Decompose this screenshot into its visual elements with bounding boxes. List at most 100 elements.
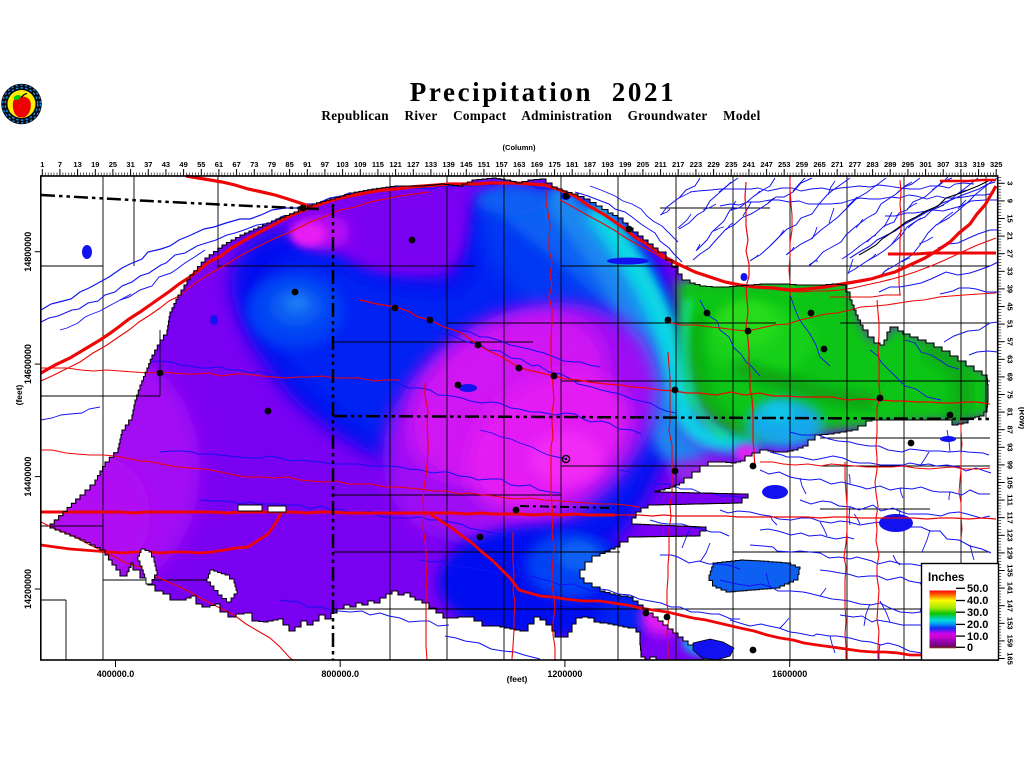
- svg-text:223: 223: [690, 160, 703, 169]
- svg-text:37: 37: [144, 160, 152, 169]
- svg-text:265: 265: [813, 160, 826, 169]
- svg-text:(Row): (Row): [1018, 407, 1024, 430]
- svg-text:141: 141: [1006, 582, 1015, 595]
- svg-text:295: 295: [902, 160, 915, 169]
- svg-text:(Column): (Column): [503, 143, 536, 152]
- svg-text:14400000: 14400000: [23, 457, 33, 497]
- svg-text:123: 123: [1006, 529, 1015, 542]
- svg-text:30.0: 30.0: [967, 607, 988, 619]
- svg-text:61: 61: [215, 160, 223, 169]
- svg-text:241: 241: [743, 160, 756, 169]
- svg-text:105: 105: [1006, 476, 1015, 489]
- svg-text:43: 43: [162, 160, 170, 169]
- svg-text:139: 139: [442, 160, 455, 169]
- svg-text:313: 313: [955, 160, 968, 169]
- svg-text:9: 9: [1006, 199, 1015, 203]
- svg-text:97: 97: [321, 160, 329, 169]
- svg-text:49: 49: [179, 160, 187, 169]
- svg-text:15: 15: [1006, 214, 1015, 222]
- svg-text:81: 81: [1006, 408, 1015, 416]
- svg-text:153: 153: [1006, 617, 1015, 630]
- svg-text:111: 111: [1006, 494, 1015, 506]
- svg-text:1600000: 1600000: [772, 669, 807, 679]
- svg-text:21: 21: [1006, 232, 1015, 240]
- svg-text:135: 135: [1006, 564, 1015, 577]
- svg-text:3: 3: [1006, 181, 1015, 185]
- svg-text:109: 109: [354, 160, 367, 169]
- svg-text:283: 283: [866, 160, 879, 169]
- svg-text:45: 45: [1006, 302, 1015, 310]
- svg-text:50.0: 50.0: [967, 583, 988, 595]
- svg-text:117: 117: [1006, 512, 1015, 524]
- svg-text:400000.0: 400000.0: [97, 669, 135, 679]
- svg-text:115: 115: [372, 160, 384, 169]
- svg-text:27: 27: [1006, 250, 1015, 258]
- svg-text:51: 51: [1006, 320, 1015, 328]
- svg-text:40.0: 40.0: [967, 595, 988, 607]
- svg-text:91: 91: [303, 160, 311, 169]
- svg-text:20.0: 20.0: [967, 619, 988, 631]
- svg-text:85: 85: [285, 160, 293, 169]
- svg-text:67: 67: [232, 160, 240, 169]
- svg-text:169: 169: [531, 160, 544, 169]
- svg-text:7: 7: [58, 160, 62, 169]
- svg-text:307: 307: [937, 160, 950, 169]
- svg-text:1: 1: [40, 160, 44, 169]
- svg-text:229: 229: [707, 160, 720, 169]
- svg-text:75: 75: [1006, 390, 1015, 398]
- svg-text:Republican River Compact Ad: Republican River Compact Administration …: [321, 108, 760, 123]
- svg-text:127: 127: [407, 160, 420, 169]
- svg-text:145: 145: [460, 160, 473, 169]
- svg-text:121: 121: [389, 160, 402, 169]
- svg-text:187: 187: [584, 160, 597, 169]
- svg-text:175: 175: [548, 160, 561, 169]
- svg-text:181: 181: [566, 160, 579, 169]
- svg-text:800000.0: 800000.0: [321, 669, 359, 679]
- svg-text:165: 165: [1006, 652, 1015, 665]
- svg-text:31: 31: [126, 160, 134, 169]
- svg-text:39: 39: [1006, 285, 1015, 293]
- svg-text:(feet): (feet): [14, 384, 24, 405]
- svg-text:319: 319: [972, 160, 985, 169]
- svg-text:205: 205: [637, 160, 650, 169]
- svg-text:79: 79: [268, 160, 276, 169]
- svg-text:217: 217: [672, 160, 685, 169]
- svg-text:0: 0: [967, 642, 973, 654]
- svg-text:193: 193: [601, 160, 614, 169]
- svg-text:69: 69: [1006, 373, 1015, 381]
- svg-text:129: 129: [1006, 547, 1015, 560]
- svg-text:163: 163: [513, 160, 526, 169]
- svg-text:277: 277: [849, 160, 862, 169]
- svg-text:147: 147: [1006, 599, 1015, 612]
- svg-text:199: 199: [619, 160, 632, 169]
- svg-text:235: 235: [725, 160, 738, 169]
- svg-text:151: 151: [478, 160, 491, 169]
- svg-text:14600000: 14600000: [23, 344, 33, 384]
- svg-text:10.0: 10.0: [967, 631, 988, 643]
- svg-text:57: 57: [1006, 338, 1015, 346]
- svg-text:247: 247: [760, 160, 773, 169]
- svg-text:73: 73: [250, 160, 258, 169]
- svg-text:14800000: 14800000: [23, 232, 33, 272]
- svg-text:211: 211: [655, 160, 667, 169]
- svg-text:87: 87: [1006, 426, 1015, 434]
- svg-text:93: 93: [1006, 443, 1015, 451]
- svg-text:19: 19: [91, 160, 99, 169]
- svg-text:14200000: 14200000: [23, 569, 33, 609]
- svg-text:301: 301: [919, 160, 932, 169]
- svg-text:63: 63: [1006, 355, 1015, 363]
- svg-text:Precipitation 2021: Precipitation 2021: [410, 77, 676, 107]
- svg-text:1200000: 1200000: [547, 669, 582, 679]
- svg-text:(feet): (feet): [507, 674, 528, 684]
- svg-text:33: 33: [1006, 267, 1015, 275]
- svg-text:157: 157: [495, 160, 508, 169]
- svg-text:259: 259: [796, 160, 809, 169]
- svg-text:133: 133: [425, 160, 438, 169]
- svg-text:Inches: Inches: [928, 572, 964, 584]
- svg-text:271: 271: [831, 160, 844, 169]
- svg-text:159: 159: [1006, 635, 1015, 648]
- svg-text:325: 325: [990, 160, 1003, 169]
- svg-text:55: 55: [197, 160, 205, 169]
- svg-text:25: 25: [109, 160, 117, 169]
- svg-text:13: 13: [73, 160, 81, 169]
